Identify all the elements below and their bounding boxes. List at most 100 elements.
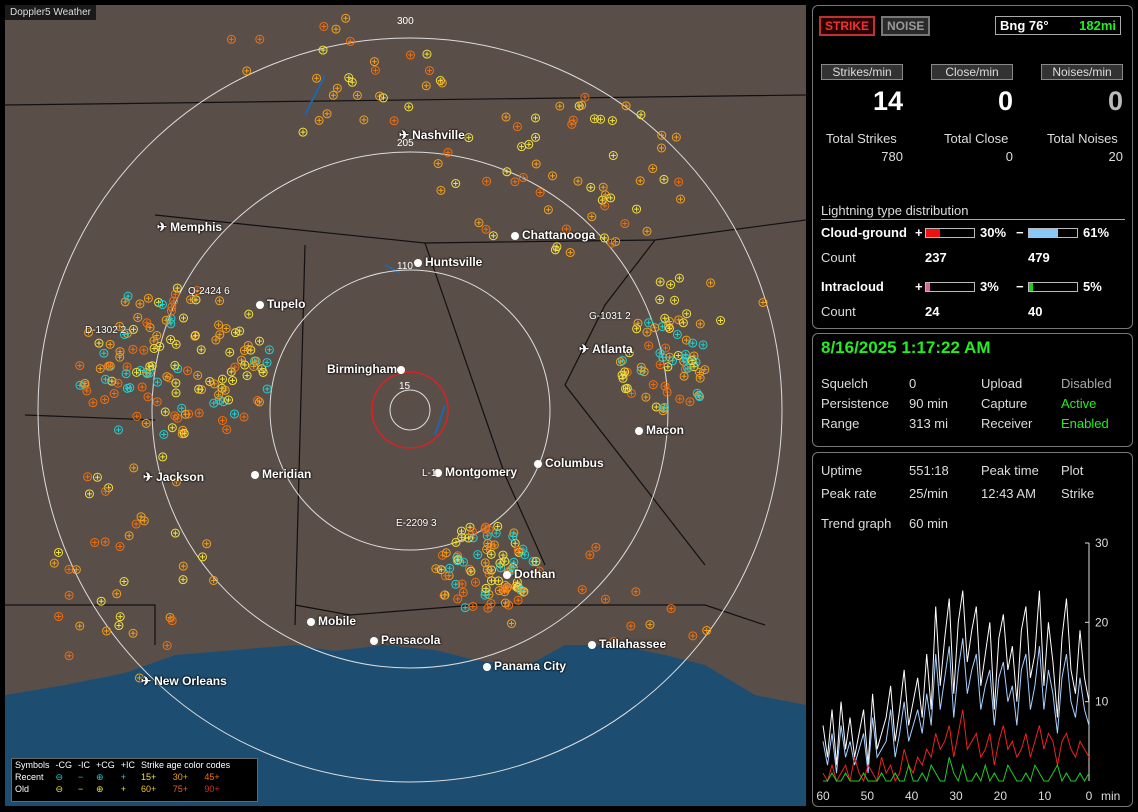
strike-marker xyxy=(655,277,665,287)
strike-marker-cross xyxy=(131,465,137,471)
strike-marker-cross xyxy=(609,118,615,124)
strike-marker xyxy=(115,542,125,552)
strike-marker xyxy=(440,571,450,581)
strike-marker-cross xyxy=(347,38,353,44)
strike-marker-cross xyxy=(650,382,656,388)
strike-marker-cross xyxy=(502,600,508,606)
strike-marker-cross xyxy=(109,378,115,384)
y-tick-label: 10 xyxy=(1095,695,1109,709)
strike-marker-cross xyxy=(536,568,542,574)
strike-marker-cross xyxy=(684,311,690,317)
capture-label: Capture xyxy=(981,396,1028,411)
strike-marker-cross xyxy=(659,324,665,330)
strike-marker-cross xyxy=(691,364,697,370)
strike-marker-cross xyxy=(164,374,170,380)
strike-marker-cross xyxy=(102,397,108,403)
strike-marker xyxy=(664,323,674,333)
strike-marker xyxy=(102,626,112,636)
plot-value[interactable]: Strike xyxy=(1061,486,1095,501)
strike-marker-cross xyxy=(515,597,521,603)
strike-marker xyxy=(230,362,240,372)
legend-header: -IC xyxy=(78,760,91,770)
strike-marker-cross xyxy=(51,560,57,566)
cg-negative-percent: 61% xyxy=(1083,225,1110,240)
strike-marker-cross xyxy=(195,372,201,378)
strike-marker xyxy=(600,201,610,211)
strike-marker xyxy=(144,368,154,378)
strike-marker xyxy=(702,626,712,636)
strike-marker-cross xyxy=(144,320,150,326)
strike-marker xyxy=(457,579,467,589)
strike-marker xyxy=(473,550,483,560)
strike-marker xyxy=(194,384,204,394)
distance-value: 182mi xyxy=(1079,18,1116,33)
storm-label[interactable]: E-2209 3 xyxy=(396,518,437,529)
strike-marker-cross xyxy=(116,623,122,629)
strike-marker xyxy=(161,315,171,325)
strike-marker xyxy=(264,345,274,355)
strike-marker xyxy=(657,130,667,140)
strike-marker-cross xyxy=(349,79,355,85)
strike-marker xyxy=(255,34,265,44)
strike-marker-cross xyxy=(483,585,489,591)
strike-marker xyxy=(561,224,571,234)
strike-marker-cross xyxy=(154,399,160,405)
peak-rate-value: 25/min xyxy=(909,486,949,501)
strike-marker-cross xyxy=(495,578,501,584)
strike-marker-cross xyxy=(676,275,682,281)
strike-button[interactable]: STRIKE xyxy=(819,16,876,36)
legend-header: +IC xyxy=(120,760,136,770)
storm-label[interactable]: G-1031 2 xyxy=(589,311,631,322)
strike-marker-cross xyxy=(194,288,200,294)
strike-marker xyxy=(502,167,512,177)
strike-marker xyxy=(635,176,645,186)
storm-label[interactable]: D-1302 2 xyxy=(85,325,127,336)
city-dot-icon xyxy=(588,641,596,649)
strike-marker xyxy=(171,477,181,487)
noise-button[interactable]: NOISE xyxy=(881,16,931,36)
strike-marker-cross xyxy=(634,326,640,332)
strike-marker-cross xyxy=(520,175,526,181)
strike-marker xyxy=(674,273,684,283)
receiver-value: Enabled xyxy=(1061,416,1109,431)
trend-series-line xyxy=(822,709,1090,783)
storm-label[interactable]: L-1 xyxy=(422,468,437,479)
city-dot-icon xyxy=(635,427,643,435)
strike-marker xyxy=(662,387,672,397)
radar-map[interactable]: Doppler5 Weather 300 205 110 15 ✈ Nashvil… xyxy=(5,5,806,806)
strike-marker xyxy=(139,516,149,526)
city-meridian: Meridian xyxy=(251,467,311,481)
strike-marker xyxy=(481,583,491,593)
strike-marker-cross xyxy=(659,132,665,138)
strike-marker xyxy=(159,429,169,439)
strike-marker-cross xyxy=(117,354,123,360)
city-macon: Macon xyxy=(635,423,684,437)
strike-marker-cross xyxy=(575,178,581,184)
strike-marker xyxy=(75,361,85,371)
strike-marker-cross xyxy=(133,521,139,527)
strike-marker-cross xyxy=(634,206,640,212)
strike-marker xyxy=(162,372,172,382)
strike-marker xyxy=(84,489,94,499)
strike-marker xyxy=(215,330,225,340)
storm-label[interactable]: Q-2424 6 xyxy=(188,286,230,297)
bearing-value: Bng 76° xyxy=(1000,18,1049,33)
strike-marker-cross xyxy=(650,166,656,172)
strike-marker-cross xyxy=(617,359,623,365)
trend-graph-value[interactable]: 60 min xyxy=(909,516,949,531)
range-label-205: 205 xyxy=(397,138,414,149)
strike-marker-cross xyxy=(702,367,708,373)
strike-marker-cross xyxy=(173,479,179,485)
strike-marker xyxy=(510,177,520,187)
strike-marker xyxy=(512,577,522,587)
strike-marker-cross xyxy=(579,102,585,108)
strike-marker xyxy=(689,362,699,372)
strike-marker-cross xyxy=(238,357,244,363)
strike-marker xyxy=(609,636,619,646)
city-new-orleans: ✈ New Orleans xyxy=(141,674,227,688)
strike-marker-cross xyxy=(633,589,639,595)
city-tallahassee: Tallahassee xyxy=(588,637,666,651)
strike-marker-cross xyxy=(664,389,670,395)
strike-marker xyxy=(531,113,541,123)
strike-marker-cross xyxy=(371,59,377,65)
